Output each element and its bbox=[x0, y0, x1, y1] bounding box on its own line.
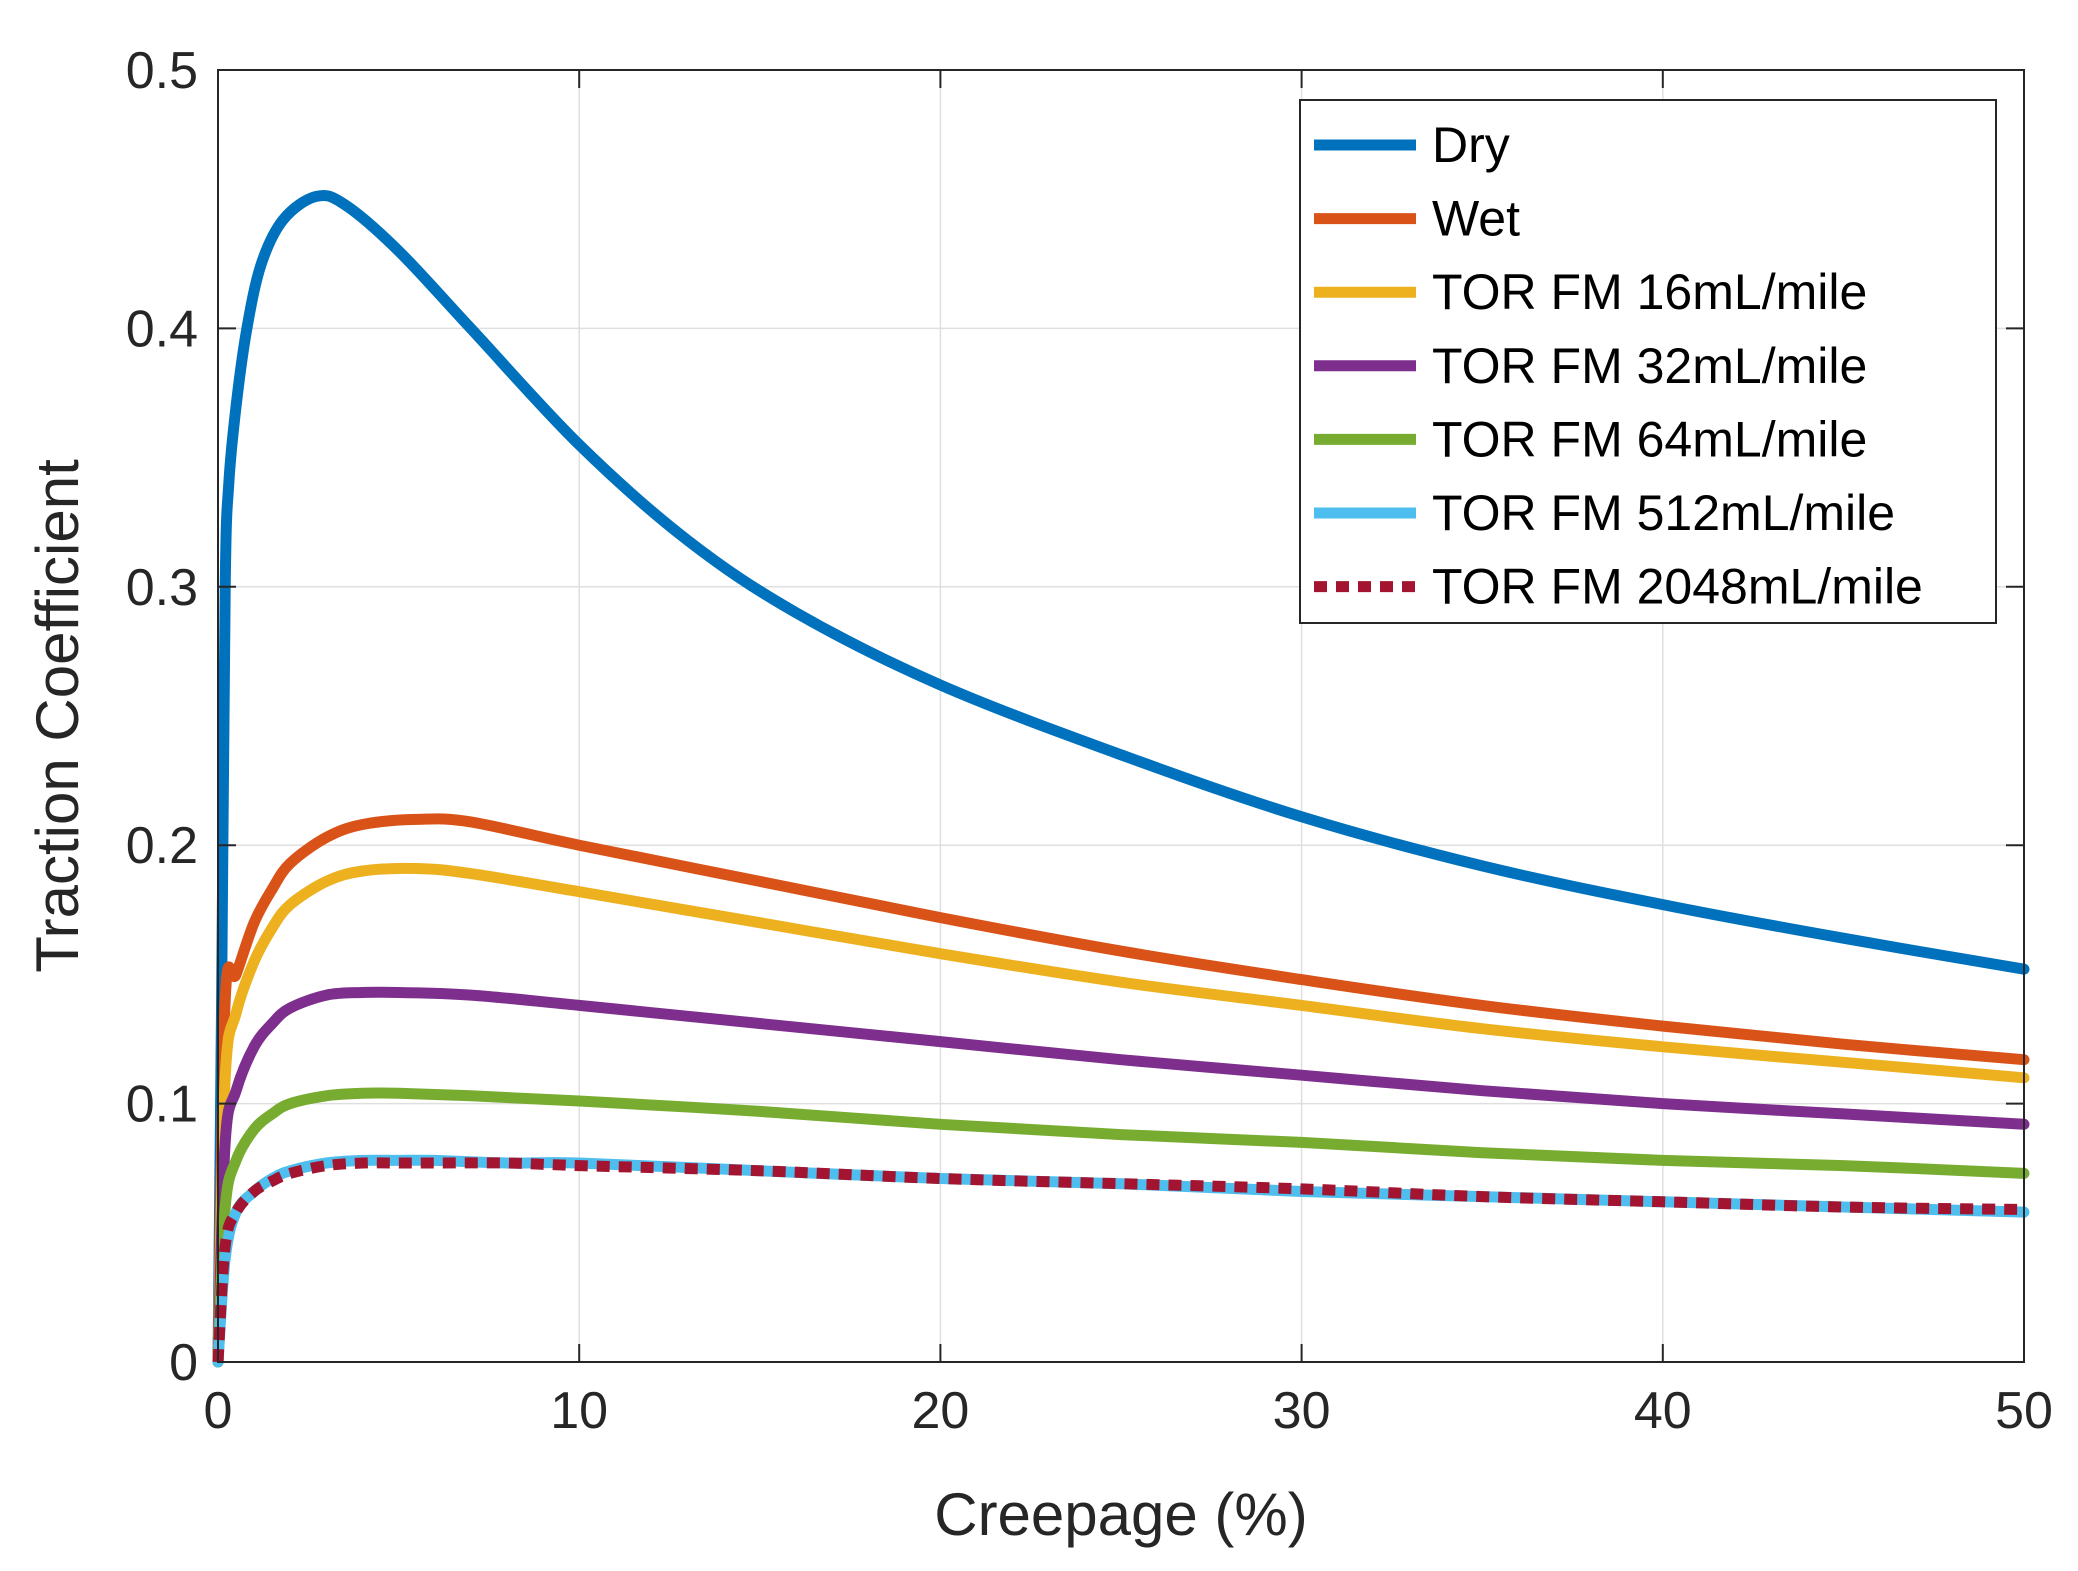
legend-items: Dry Wet TOR FM 16mL/mile TOR FM 32mL/mile TO… bbox=[1314, 117, 1923, 615]
legend-label-tor-fm-16ml-mile: TOR FM 16mL/mile bbox=[1432, 264, 1867, 320]
y-tick-label: 0 bbox=[169, 1334, 198, 1392]
series-line-tor-fm-32ml-mile bbox=[212, 986, 2030, 1368]
legend-label-dry: Dry bbox=[1432, 117, 1510, 173]
x-tick-label: 30 bbox=[1273, 1382, 1331, 1440]
x-axis-label: Creepage (%) bbox=[934, 1481, 1308, 1548]
y-tick-label: 0.4 bbox=[126, 300, 198, 358]
legend-label-tor-fm-512ml-mile: TOR FM 512mL/mile bbox=[1432, 485, 1895, 541]
y-tick-label: 0.3 bbox=[126, 559, 198, 617]
x-tick-label: 10 bbox=[550, 1382, 608, 1440]
series-line-tor-fm-64ml-mile bbox=[212, 1087, 2030, 1368]
x-tick-label: 20 bbox=[911, 1382, 969, 1440]
series-line-tor-fm-2048ml-mile bbox=[212, 1157, 2025, 1363]
legend-label-tor-fm-2048ml-mile: TOR FM 2048mL/mile bbox=[1432, 559, 1923, 615]
tick-labels: 0 10 20 30 40 50 0 0.1 0.2 0.3 0.4 0.5 bbox=[126, 42, 2053, 1440]
axes-box bbox=[217, 69, 2025, 1363]
y-axis-label: Traction Coefficient bbox=[24, 459, 91, 973]
y-tick-label: 0.5 bbox=[126, 42, 198, 100]
y-tick-label: 0.1 bbox=[126, 1076, 198, 1134]
series-line-tor-fm-16ml-mile bbox=[212, 862, 2030, 1368]
series-lines bbox=[212, 189, 2030, 1368]
x-tick-label: 40 bbox=[1634, 1382, 1692, 1440]
legend-label-tor-fm-32ml-mile: TOR FM 32mL/mile bbox=[1432, 338, 1867, 394]
x-tick-label: 0 bbox=[204, 1382, 233, 1440]
legend-label-tor-fm-64ml-mile: TOR FM 64mL/mile bbox=[1432, 411, 1867, 467]
legend: Dry Wet TOR FM 16mL/mile TOR FM 32mL/mile TO… bbox=[1299, 99, 1997, 624]
ticks bbox=[217, 69, 2025, 1363]
legend-label-wet: Wet bbox=[1432, 191, 1520, 247]
series-line-wet bbox=[212, 813, 2030, 1368]
x-tick-label: 50 bbox=[1995, 1382, 2053, 1440]
y-tick-label: 0.2 bbox=[126, 817, 198, 875]
series-line-dry bbox=[212, 189, 2030, 1368]
